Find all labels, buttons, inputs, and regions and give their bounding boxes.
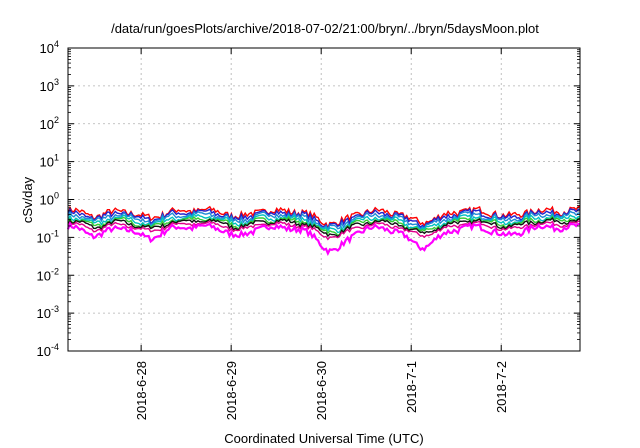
y-axis-label: cSv/day xyxy=(20,176,35,223)
chart-title: /data/run/goesPlots/archive/2018-07-02/2… xyxy=(111,21,539,36)
x-tick-label: 2018-6-29 xyxy=(224,361,239,420)
y-tick-label: 10-4 xyxy=(37,342,59,359)
y-tick-label: 103 xyxy=(40,77,59,94)
y-tick-label: 101 xyxy=(40,153,59,170)
series-group xyxy=(66,205,581,257)
x-tick-label: 2018-7-2 xyxy=(494,361,509,413)
y-tick-label: 10-1 xyxy=(37,228,59,245)
series-line xyxy=(66,221,581,257)
series-line xyxy=(67,205,581,230)
x-tick-label: 2018-6-30 xyxy=(314,361,329,420)
x-axis: 2018-6-28 2018-6-29 2018-6-30 2018-7-1 2018-… xyxy=(134,48,509,420)
y-tick-label: 104 xyxy=(40,39,59,56)
y-tick-label: 10-2 xyxy=(37,266,59,283)
y-axis: 10-4 10-3 10-2 10-1 100 101 102 103 104 xyxy=(37,39,580,359)
series-line xyxy=(67,210,581,231)
series-line xyxy=(67,215,581,237)
y-tick-label: 102 xyxy=(40,115,59,132)
y-tick-label: 100 xyxy=(40,191,59,208)
series-line xyxy=(67,220,581,241)
grid xyxy=(68,48,580,351)
x-axis-label: Coordinated Universal Time (UTC) xyxy=(224,431,423,446)
series-line xyxy=(67,216,581,238)
series-line xyxy=(67,213,581,234)
x-tick-label: 2018-7-1 xyxy=(404,361,419,413)
x-tick-label: 2018-6-28 xyxy=(134,361,149,420)
y-tick-label: 10-3 xyxy=(37,304,59,321)
